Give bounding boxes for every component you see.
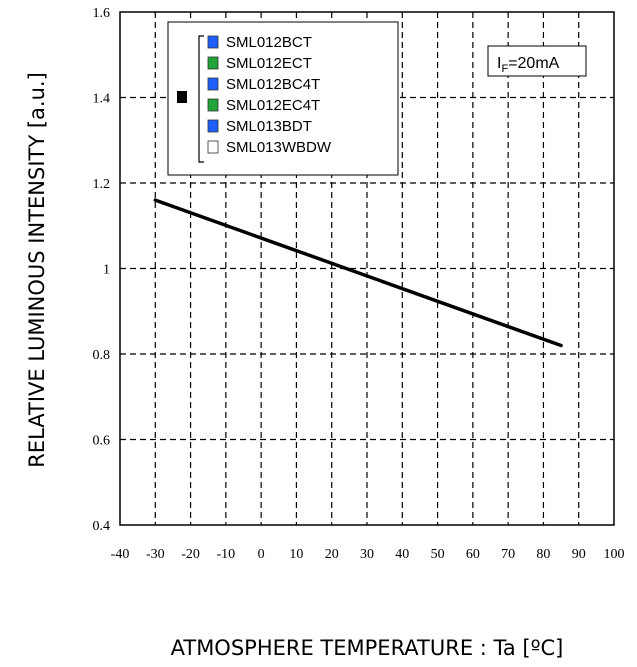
y-axis-label: RELATIVE LUMINOUS INTENSITY [a.u.]	[25, 72, 49, 468]
annotation: IF=20mA	[487, 45, 587, 77]
legend-swatch	[207, 119, 219, 133]
legend-label: SML012EC4T	[226, 97, 320, 114]
x-axis-label: ATMOSPHERE TEMPERATURE : Ta [ºC]	[171, 636, 564, 660]
series-lines	[153, 198, 563, 348]
x-tick-label: -40	[111, 547, 130, 562]
x-tick-label: 10	[289, 547, 303, 562]
legend-label: SML013WBDW	[226, 139, 332, 156]
legend-bracket	[198, 35, 204, 163]
legend-label: SML012BCT	[226, 34, 312, 51]
x-tick-labels: -40 -30 -20 -10 0 10 20 30 40 50 60 70 80 90 100	[111, 547, 625, 562]
y-tick-label: 1.6	[93, 6, 111, 21]
x-tick-label: 80	[536, 547, 550, 562]
legend-swatch	[207, 98, 219, 112]
series-line	[153, 198, 563, 348]
x-tick-label: -10	[217, 547, 236, 562]
annotation-symbol: I	[497, 55, 501, 72]
legend-bullet	[177, 91, 187, 103]
y-tick-label: 0.4	[93, 519, 111, 534]
x-tick-label: 40	[395, 547, 409, 562]
y-tick-label: 1.4	[93, 92, 111, 107]
legend-label: SML012BC4T	[226, 76, 320, 93]
x-tick-label: 90	[572, 547, 586, 562]
y-tick-label: 1	[103, 263, 110, 278]
annotation-box	[487, 45, 587, 77]
x-tick-label: 70	[501, 547, 515, 562]
legend-swatch	[207, 56, 219, 70]
x-tick-label: -20	[181, 547, 200, 562]
x-tick-label: 60	[466, 547, 480, 562]
legend-swatch	[207, 140, 219, 154]
annotation-text: IF=20mA	[497, 55, 560, 75]
y-tick-label: 0.6	[93, 434, 111, 449]
x-tick-label: 20	[325, 547, 339, 562]
x-tick-label: 100	[604, 547, 625, 562]
y-tick-labels: 0.4 0.6 0.8 1 1.2 1.4 1.6	[93, 6, 111, 534]
y-tick-label: 1.2	[93, 177, 111, 192]
x-tick-label: 50	[431, 547, 445, 562]
legend-label: SML013BDT	[226, 118, 312, 135]
x-tick-label: 30	[360, 547, 374, 562]
plot-frame	[119, 11, 615, 526]
legend-swatch	[207, 77, 219, 91]
y-tick-label: 0.8	[93, 348, 111, 363]
annotation-subscript: F	[501, 63, 508, 75]
legend: SML012BCT SML012ECT SML012BC4T SML012EC4T SM…	[167, 21, 399, 176]
x-tick-label: -30	[146, 547, 165, 562]
annotation-value: =20mA	[508, 55, 559, 72]
legend-box	[167, 21, 399, 176]
legend-swatch	[207, 35, 219, 49]
legend-label: SML012ECT	[226, 55, 312, 72]
x-tick-label: 0	[258, 547, 265, 562]
